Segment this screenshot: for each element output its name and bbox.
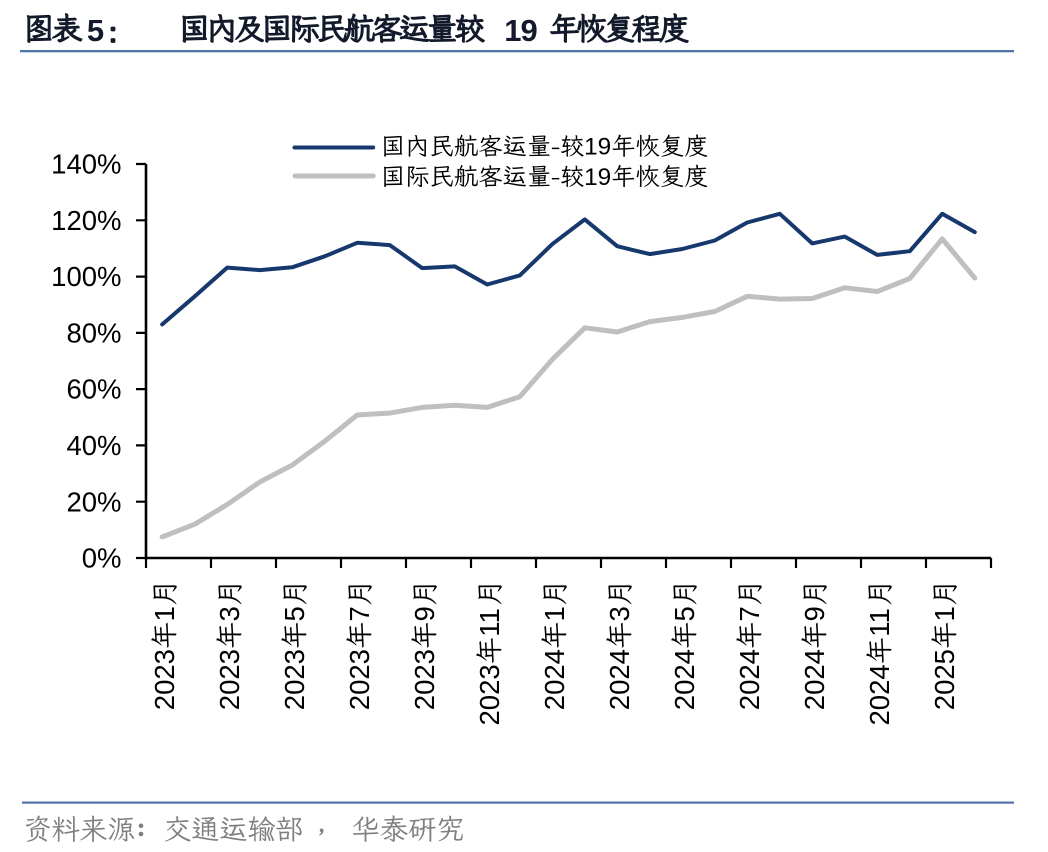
svg-text:5: 5 (669, 606, 700, 621)
svg-text:140%: 140% (51, 149, 121, 180)
svg-text:2024: 2024 (799, 649, 830, 710)
svg-text:2023: 2023 (149, 649, 180, 710)
svg-text:2024: 2024 (604, 649, 635, 710)
svg-text:19: 19 (584, 164, 611, 191)
svg-text:0%: 0% (82, 543, 122, 574)
svg-text:20%: 20% (66, 486, 121, 517)
svg-text:7: 7 (344, 606, 375, 621)
svg-text:7: 7 (734, 606, 765, 621)
svg-text:1: 1 (539, 606, 570, 621)
svg-text:2023: 2023 (474, 664, 505, 725)
svg-text:11: 11 (864, 608, 895, 637)
svg-text:9: 9 (409, 606, 440, 621)
svg-text:9: 9 (799, 606, 830, 621)
svg-text:5: 5 (279, 606, 310, 621)
svg-text:100%: 100% (51, 261, 121, 292)
svg-text:2023: 2023 (279, 649, 310, 710)
svg-text:2024: 2024 (864, 664, 895, 725)
svg-text:2024: 2024 (734, 649, 765, 710)
svg-text:19: 19 (504, 13, 537, 48)
svg-text:1: 1 (929, 606, 960, 621)
svg-text:60%: 60% (66, 374, 121, 405)
svg-text:5: 5 (87, 13, 104, 48)
svg-text:2023: 2023 (214, 649, 245, 710)
svg-text:2023: 2023 (409, 649, 440, 710)
svg-text:19: 19 (584, 134, 611, 161)
svg-text:2024: 2024 (669, 649, 700, 710)
svg-text:80%: 80% (66, 318, 121, 349)
svg-text:2025: 2025 (929, 649, 960, 710)
svg-text:120%: 120% (51, 205, 121, 236)
svg-text:40%: 40% (66, 430, 121, 461)
svg-text:3: 3 (604, 606, 635, 621)
svg-text:1: 1 (149, 606, 180, 621)
svg-text:2024: 2024 (539, 649, 570, 710)
svg-text:2023: 2023 (344, 649, 375, 710)
svg-text:3: 3 (214, 606, 245, 621)
svg-text:11: 11 (474, 608, 505, 637)
